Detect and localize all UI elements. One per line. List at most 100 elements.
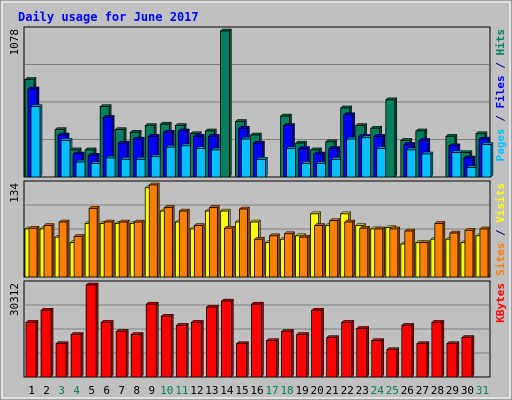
bar-kbytes-day-30 bbox=[462, 336, 474, 377]
panel-visits-sites: 134 Sites / Visits bbox=[8, 181, 507, 277]
x-tick-label-6: 6 bbox=[103, 384, 110, 397]
bar-kbytes-day-21 bbox=[327, 336, 339, 377]
x-tick-label-28: 28 bbox=[431, 384, 444, 397]
bar-kbytes-day-18 bbox=[282, 329, 294, 377]
x-tick-label-21: 21 bbox=[326, 384, 339, 397]
bar-sites-day-7 bbox=[119, 220, 129, 277]
bar-pages-day-27 bbox=[422, 152, 433, 177]
x-tick-label-14: 14 bbox=[220, 384, 234, 397]
bar-sites-day-18 bbox=[285, 232, 295, 277]
chart-panels: 1078 Pages / Files / Hits 134 Sites / Visit… bbox=[8, 27, 507, 377]
bar-sites-day-31 bbox=[480, 227, 490, 277]
side-legend: Pages / Files / Hits bbox=[494, 29, 507, 162]
x-tick-label-30: 30 bbox=[461, 384, 474, 397]
bar-sites-day-15 bbox=[239, 207, 249, 277]
x-tick-label-2: 2 bbox=[43, 384, 50, 397]
bar-sites-day-6 bbox=[104, 220, 114, 277]
x-tick-label-9: 9 bbox=[148, 384, 155, 397]
panel-hits-files-pages: 1078 Pages / Files / Hits bbox=[8, 27, 507, 177]
bar-pages-day-1 bbox=[31, 105, 42, 177]
bar-sites-day-2 bbox=[44, 224, 54, 277]
x-tick-label-12: 12 bbox=[190, 384, 203, 397]
bar-kbytes-day-23 bbox=[357, 326, 369, 377]
bar-kbytes-day-5 bbox=[86, 283, 98, 377]
legend-part: Hits bbox=[494, 29, 507, 56]
bar-sites-day-27 bbox=[420, 241, 430, 277]
bar-kbytes-day-10 bbox=[161, 314, 173, 377]
x-tick-label-18: 18 bbox=[280, 384, 293, 397]
bar-sites-day-22 bbox=[345, 220, 355, 277]
x-tick-label-7: 7 bbox=[118, 384, 125, 397]
legend-part: Pages bbox=[494, 128, 507, 161]
bar-kbytes-day-12 bbox=[191, 320, 203, 377]
bar-sites-day-20 bbox=[315, 224, 325, 277]
bar-sites-day-16 bbox=[254, 237, 264, 277]
bar-kbytes-day-19 bbox=[297, 333, 309, 377]
x-tick-label-4: 4 bbox=[73, 384, 80, 397]
bar-sites-day-17 bbox=[270, 234, 280, 277]
bar-kbytes-day-4 bbox=[71, 333, 83, 377]
x-tick-label-23: 23 bbox=[356, 384, 369, 397]
x-tick-label-11: 11 bbox=[175, 384, 188, 397]
side-legend: KBytes bbox=[494, 283, 507, 323]
chart-title: Daily usage for June 2017 bbox=[18, 10, 199, 24]
side-legend: Sites / Visits bbox=[494, 183, 507, 276]
x-tick-label-29: 29 bbox=[446, 384, 459, 397]
bar-kbytes-day-14 bbox=[221, 299, 233, 377]
bar-sites-day-25 bbox=[390, 227, 400, 277]
x-tick-label-10: 10 bbox=[160, 384, 173, 397]
bar-sites-day-8 bbox=[134, 220, 144, 277]
x-tick-label-27: 27 bbox=[416, 384, 429, 397]
x-tick-label-3: 3 bbox=[58, 384, 65, 397]
y-max-label: 134 bbox=[8, 183, 21, 203]
bar-sites-day-24 bbox=[375, 227, 385, 277]
bar-sites-day-12 bbox=[194, 224, 204, 277]
bar-kbytes-day-8 bbox=[131, 333, 143, 377]
x-tick-label-5: 5 bbox=[88, 384, 95, 397]
bar-kbytes-day-17 bbox=[267, 339, 279, 377]
bar-sites-day-3 bbox=[59, 220, 69, 277]
x-tick-label-17: 17 bbox=[265, 384, 278, 397]
bar-kbytes-day-6 bbox=[101, 320, 113, 377]
panel-kbytes: 30312 KBytes bbox=[8, 281, 507, 377]
bar-pages-day-31 bbox=[482, 142, 493, 177]
x-tick-label-24: 24 bbox=[371, 384, 385, 397]
bar-kbytes-day-22 bbox=[342, 320, 354, 377]
legend-part: Visits bbox=[494, 183, 507, 223]
bar-sites-day-28 bbox=[435, 221, 445, 277]
legend-part: / bbox=[494, 223, 507, 243]
x-tick-label-19: 19 bbox=[295, 384, 308, 397]
x-tick-label-8: 8 bbox=[133, 384, 140, 397]
legend-part: Sites bbox=[494, 243, 507, 276]
bar-kbytes-day-20 bbox=[312, 308, 324, 377]
bar-pages-day-16 bbox=[256, 157, 267, 177]
bar-hits-day-25 bbox=[386, 98, 397, 177]
bar-kbytes-day-7 bbox=[116, 329, 128, 377]
y-max-label: 30312 bbox=[8, 283, 21, 316]
x-tick-label-20: 20 bbox=[311, 384, 324, 397]
bar-sites-day-14 bbox=[224, 226, 234, 277]
bar-sites-day-19 bbox=[300, 235, 310, 277]
bar-kbytes-day-9 bbox=[146, 302, 158, 377]
bar-sites-day-9 bbox=[149, 183, 159, 277]
bar-kbytes-day-16 bbox=[251, 302, 263, 377]
bar-kbytes-day-24 bbox=[372, 339, 384, 377]
y-max-label: 1078 bbox=[8, 29, 21, 56]
bar-sites-day-5 bbox=[89, 206, 99, 277]
legend-part: Files bbox=[494, 75, 507, 108]
bar-kbytes-day-11 bbox=[176, 323, 188, 377]
bar-kbytes-day-25 bbox=[387, 348, 399, 377]
legend-part: / bbox=[494, 56, 507, 76]
bar-hits-day-14 bbox=[220, 29, 231, 177]
x-tick-label-15: 15 bbox=[235, 384, 248, 397]
x-tick-label-25: 25 bbox=[386, 384, 399, 397]
x-tick-label-31: 31 bbox=[476, 384, 489, 397]
bar-kbytes-day-28 bbox=[432, 320, 444, 377]
bar-kbytes-day-15 bbox=[236, 342, 248, 377]
x-tick-label-16: 16 bbox=[250, 384, 263, 397]
x-tick-label-22: 22 bbox=[341, 384, 354, 397]
x-tick-label-26: 26 bbox=[401, 384, 414, 397]
bar-sites-day-23 bbox=[360, 226, 370, 277]
bar-kbytes-day-2 bbox=[41, 308, 53, 377]
